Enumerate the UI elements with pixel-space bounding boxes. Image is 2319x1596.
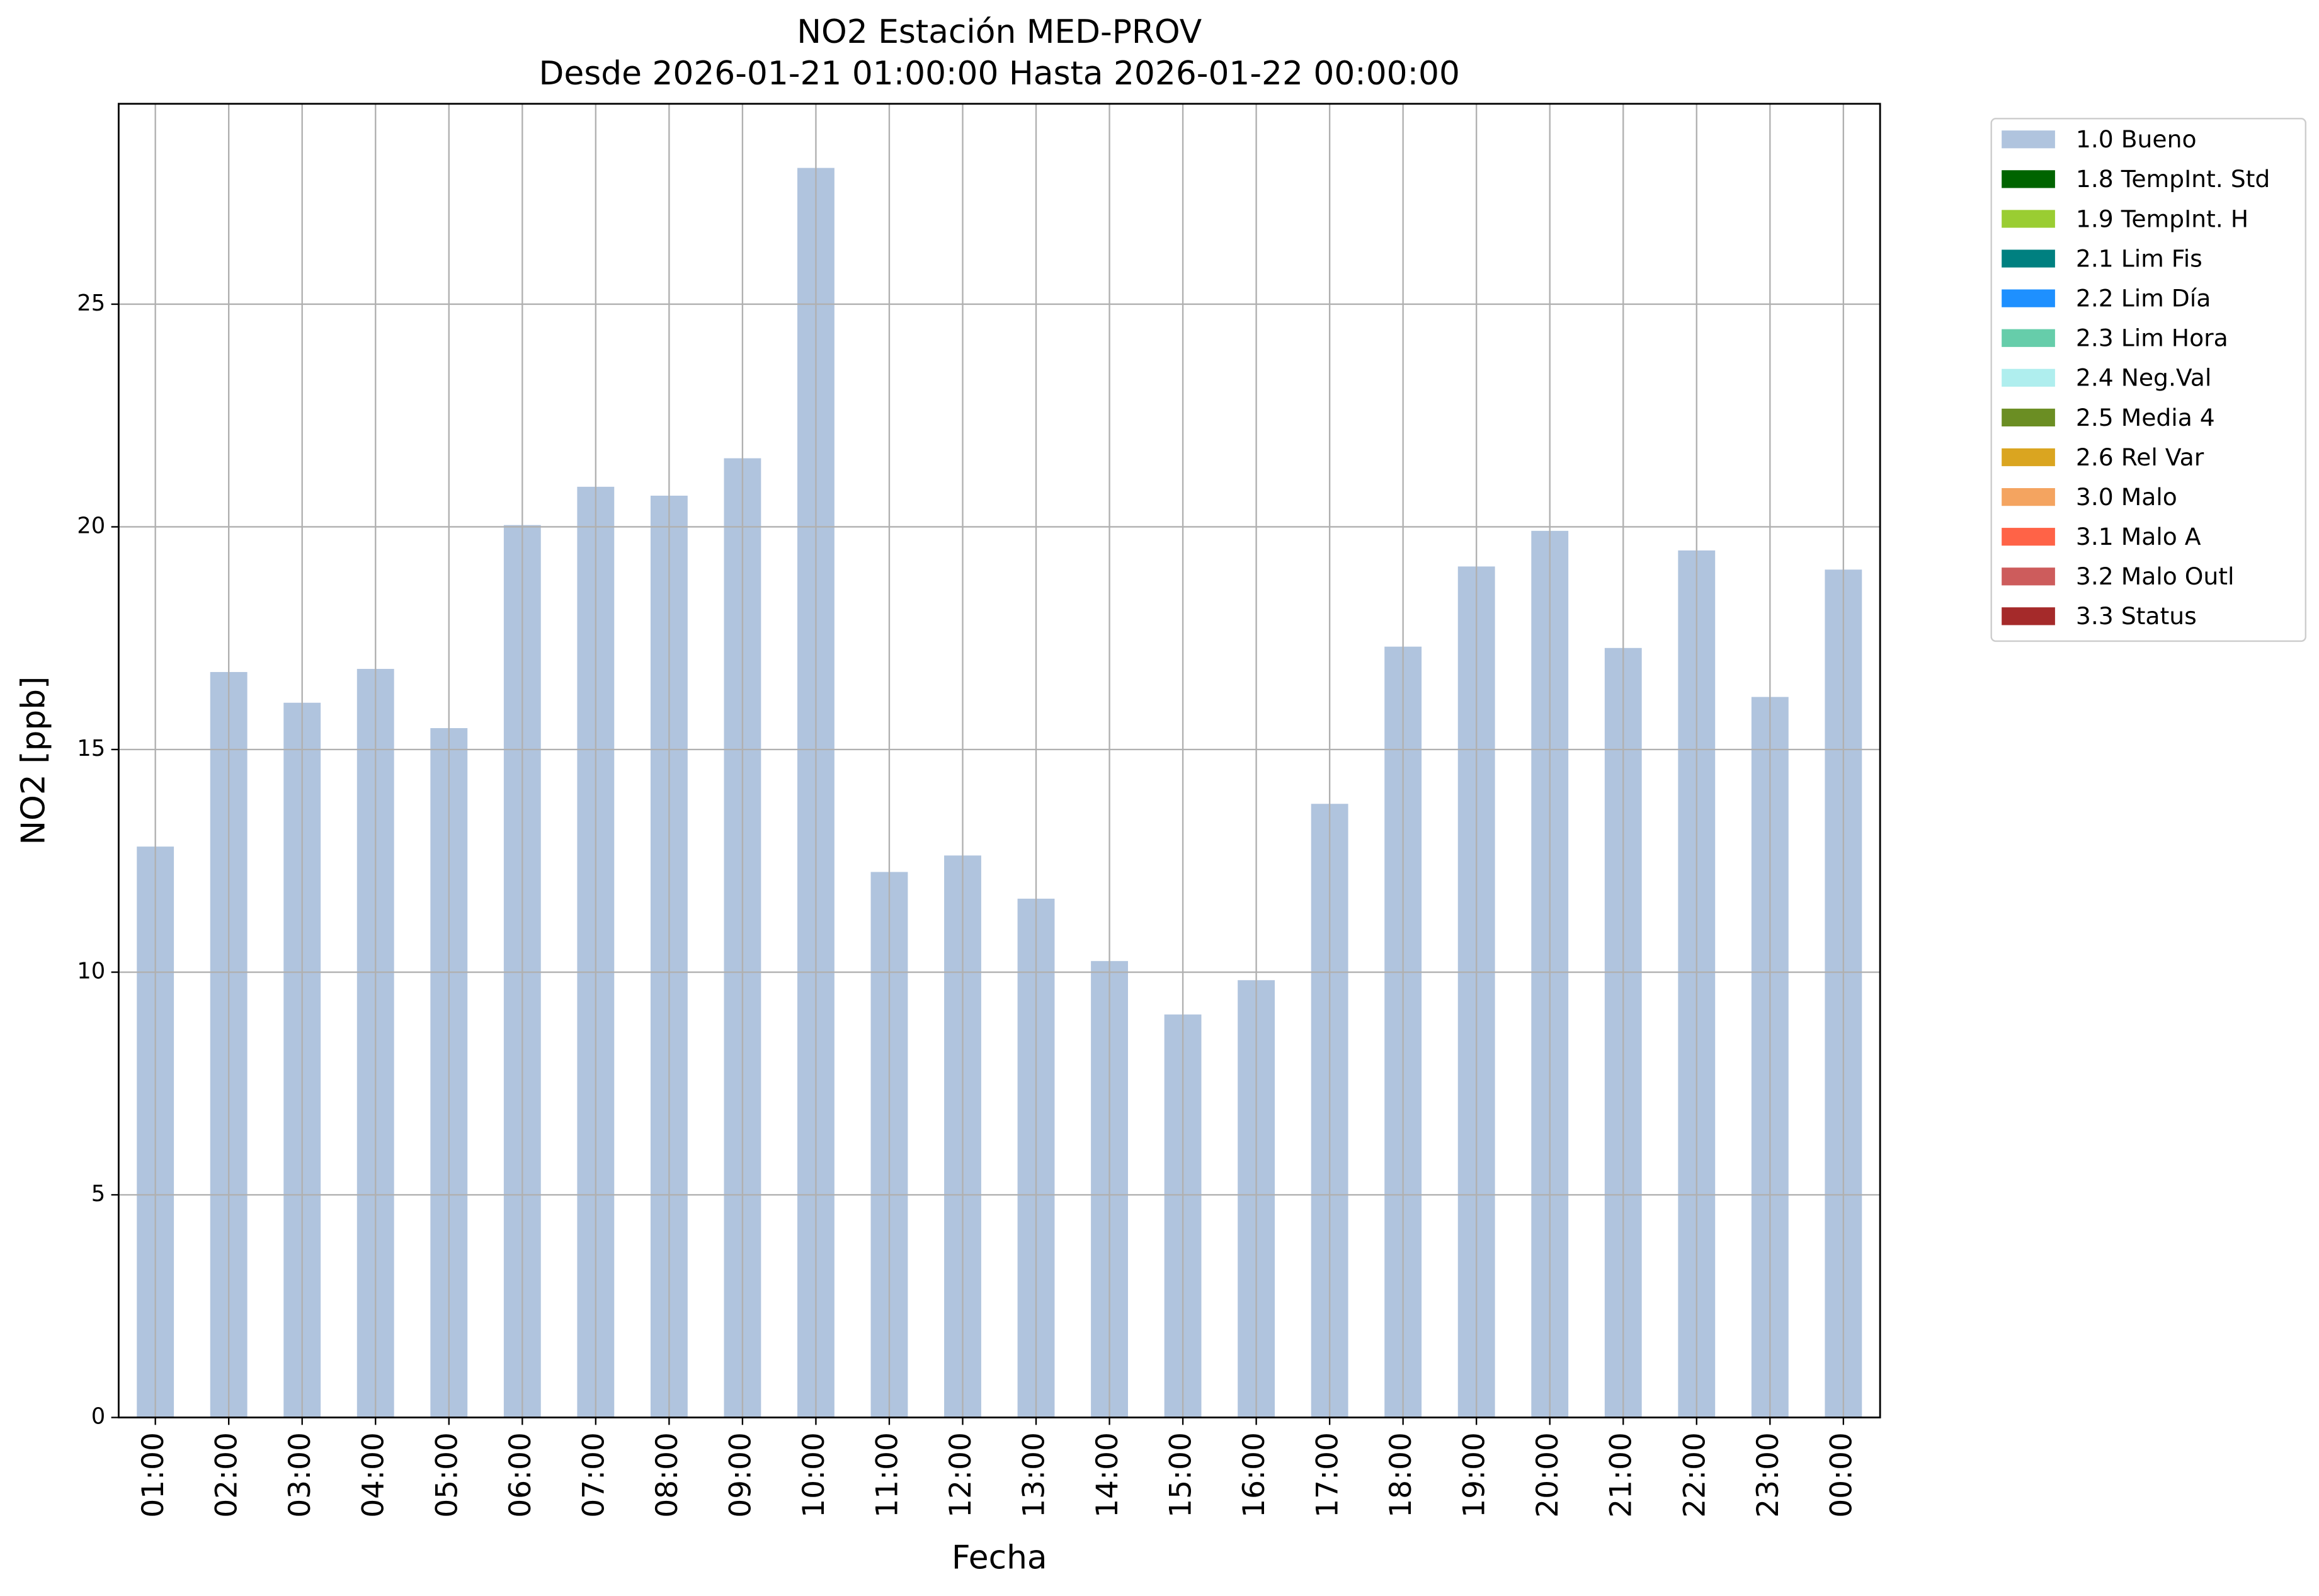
x-tick-label: 21:00 bbox=[1604, 1432, 1639, 1518]
chart-subtitle: Desde 2026-01-21 01:00:00 Hasta 2026-01-… bbox=[539, 55, 1460, 93]
x-tick-label: 22:00 bbox=[1677, 1432, 1712, 1518]
y-tick-label: 15 bbox=[77, 736, 105, 761]
x-tick-label: 12:00 bbox=[943, 1432, 978, 1518]
legend-label: 1.8 TempInt. Std bbox=[2076, 165, 2270, 193]
legend-label: 2.3 Lim Hora bbox=[2076, 324, 2228, 352]
chart-title: NO2 Estación MED-PROV bbox=[797, 13, 1202, 51]
x-tick-label: 19:00 bbox=[1457, 1432, 1492, 1518]
legend-swatch bbox=[2002, 170, 2055, 188]
x-tick-label: 08:00 bbox=[650, 1432, 685, 1518]
legend-label: 1.0 Bueno bbox=[2076, 125, 2197, 153]
legend-label: 3.3 Status bbox=[2076, 602, 2197, 630]
x-tick-label: 09:00 bbox=[723, 1432, 758, 1518]
x-tick-label: 14:00 bbox=[1090, 1432, 1125, 1518]
x-tick-label: 07:00 bbox=[576, 1432, 611, 1518]
x-tick-label: 17:00 bbox=[1311, 1432, 1345, 1518]
legend-box bbox=[1990, 118, 2306, 642]
x-tick-label: 05:00 bbox=[430, 1432, 464, 1518]
y-axis-label: NO2 [ppb] bbox=[15, 676, 53, 845]
legend-label: 3.1 Malo A bbox=[2076, 523, 2201, 550]
x-tick-label: 03:00 bbox=[283, 1432, 317, 1518]
legend-swatch bbox=[2002, 607, 2055, 625]
legend-swatch bbox=[2002, 528, 2055, 546]
x-tick-label: 00:00 bbox=[1824, 1432, 1859, 1518]
x-tick-label: 18:00 bbox=[1384, 1432, 1418, 1518]
x-axis-label: Fecha bbox=[952, 1539, 1047, 1577]
legend-swatch bbox=[2002, 130, 2055, 149]
legend-swatch bbox=[2002, 408, 2055, 427]
y-tick-label: 5 bbox=[91, 1181, 105, 1207]
legend-label: 1.9 TempInt. H bbox=[2076, 205, 2248, 232]
legend-swatch bbox=[2002, 448, 2055, 467]
x-tick-label: 10:00 bbox=[797, 1432, 831, 1518]
x-tick-label: 13:00 bbox=[1017, 1432, 1052, 1518]
y-tick-label: 10 bbox=[77, 959, 105, 984]
y-tick-label: 25 bbox=[77, 290, 105, 316]
x-tick-label: 16:00 bbox=[1237, 1432, 1272, 1518]
legend-swatch bbox=[2002, 329, 2055, 347]
x-tick-label: 02:00 bbox=[210, 1432, 244, 1518]
plot-frame bbox=[117, 103, 1881, 1418]
legend-swatch bbox=[2002, 249, 2055, 268]
legend-label: 3.2 Malo Outl bbox=[2076, 562, 2235, 590]
x-tick-label: 11:00 bbox=[870, 1432, 904, 1518]
legend-label: 2.2 Lim Día bbox=[2076, 285, 2211, 312]
legend-swatch bbox=[2002, 289, 2055, 307]
legend-swatch bbox=[2002, 368, 2055, 387]
legend-label: 2.6 Rel Var bbox=[2076, 443, 2204, 471]
legend-label: 3.0 Malo bbox=[2076, 483, 2177, 511]
x-tick-label: 06:00 bbox=[503, 1432, 538, 1518]
y-tick-label: 0 bbox=[91, 1404, 105, 1430]
legend-label: 2.1 Lim Fis bbox=[2076, 244, 2202, 272]
legend-swatch bbox=[2002, 210, 2055, 228]
y-tick-label: 20 bbox=[77, 513, 105, 539]
x-tick-label: 04:00 bbox=[356, 1432, 391, 1518]
legend-swatch bbox=[2002, 567, 2055, 586]
x-tick-label: 20:00 bbox=[1530, 1432, 1565, 1518]
x-tick-label: 01:00 bbox=[136, 1432, 171, 1518]
legend-label: 2.4 Neg.Val bbox=[2076, 364, 2211, 392]
x-tick-label: 23:00 bbox=[1751, 1432, 1786, 1518]
legend-label: 2.5 Media 4 bbox=[2076, 404, 2215, 431]
x-tick-label: 15:00 bbox=[1164, 1432, 1199, 1518]
legend-swatch bbox=[2002, 487, 2055, 506]
